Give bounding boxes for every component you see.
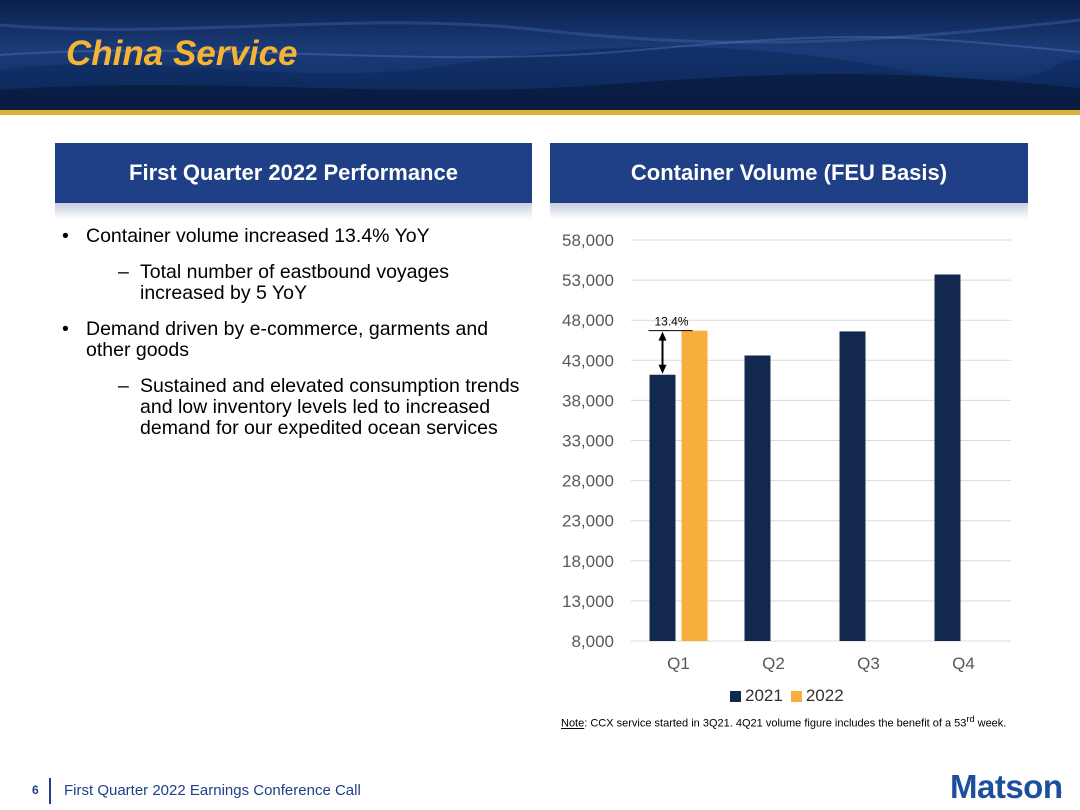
registered-mark: ® bbox=[1057, 791, 1062, 797]
performance-bullets: • Container volume increased 13.4% YoY –… bbox=[62, 226, 532, 454]
y-tick-label: 28,000 bbox=[562, 472, 614, 491]
bar-2021-Q4 bbox=[934, 274, 961, 641]
y-tick-label: 58,000 bbox=[562, 231, 614, 250]
sub-bullet-text: Sustained and elevated consumption trend… bbox=[140, 375, 520, 439]
bullet-item: • Demand driven by e-commerce, garments … bbox=[62, 319, 532, 361]
y-tick-label: 33,000 bbox=[562, 432, 614, 451]
sub-bullet-item: – Sustained and elevated consumption tre… bbox=[62, 376, 532, 439]
arrow-down-icon bbox=[658, 364, 667, 374]
left-panel-shadow bbox=[55, 203, 532, 219]
y-tick-label: 23,000 bbox=[562, 512, 614, 531]
sub-bullet-item: – Total number of eastbound voyages incr… bbox=[62, 262, 532, 304]
chart-legend: 2021 2022 bbox=[730, 686, 852, 706]
chart-footnote: Note: CCX service started in 3Q21. 4Q21 … bbox=[561, 714, 1006, 730]
bar-2022-Q1 bbox=[681, 330, 708, 641]
legend-swatch-2022 bbox=[790, 690, 802, 702]
note-label: Note bbox=[561, 717, 585, 730]
y-tick-label: 18,000 bbox=[562, 552, 614, 571]
y-tick-label: 38,000 bbox=[562, 391, 614, 410]
legend-label-2022: 2022 bbox=[805, 686, 844, 705]
y-tick-label: 53,000 bbox=[562, 271, 614, 290]
note-text: : CCX service started in 3Q21. 4Q21 volu… bbox=[584, 717, 967, 730]
left-panel-header: First Quarter 2022 Performance bbox=[55, 143, 532, 203]
ocean-wave-background bbox=[0, 18, 1080, 110]
note-end: week. bbox=[974, 717, 1007, 730]
footer-divider bbox=[49, 778, 51, 804]
container-volume-chart: 8,000 13,000 18,000 23,000 28,000 33,000 38,00… bbox=[562, 231, 1011, 673]
bullet-item: • Container volume increased 13.4% YoY bbox=[62, 226, 532, 247]
y-tick-label: 13,000 bbox=[562, 592, 614, 611]
y-tick-label: 43,000 bbox=[562, 351, 614, 370]
x-tick-label: Q1 bbox=[667, 654, 690, 673]
page-number: 6 bbox=[32, 783, 39, 797]
banner-gold-stripe bbox=[0, 110, 1080, 115]
right-panel-header: Container Volume (FEU Basis) bbox=[550, 143, 1028, 203]
legend-item-2021: 2021 bbox=[730, 686, 783, 706]
bar-2021-Q3 bbox=[839, 331, 866, 641]
bullet-text: Demand driven by e-commerce, garments an… bbox=[86, 318, 489, 361]
sub-bullet-text: Total number of eastbound voyages increa… bbox=[140, 261, 449, 304]
y-tick-label: 8,000 bbox=[571, 632, 614, 651]
x-tick-label: Q2 bbox=[762, 654, 785, 673]
legend-swatch-2021 bbox=[730, 690, 741, 702]
legend-label-2021: 2021 bbox=[745, 686, 783, 705]
legend-item-2022: 2022 bbox=[790, 686, 844, 706]
x-tick-label: Q4 bbox=[952, 654, 975, 673]
bullet-dot-icon: • bbox=[62, 318, 69, 340]
matson-logo: Matson bbox=[950, 768, 1063, 805]
bullet-text: Container volume increased 13.4% YoY bbox=[86, 225, 430, 247]
arrow-up-icon bbox=[658, 331, 667, 341]
footer-title: First Quarter 2022 Earnings Conference C… bbox=[64, 782, 361, 799]
slide-title: China Service bbox=[66, 34, 298, 73]
dash-icon: – bbox=[118, 261, 129, 283]
right-panel-shadow bbox=[550, 203, 1028, 219]
bar-2021-Q1 bbox=[649, 374, 676, 641]
note-superscript: rd bbox=[966, 714, 975, 724]
bar-2021-Q2 bbox=[744, 355, 771, 641]
annotation-label: 13.4% bbox=[655, 315, 689, 329]
x-tick-label: Q3 bbox=[857, 654, 880, 673]
bullet-dot-icon: • bbox=[62, 225, 69, 247]
dash-icon: – bbox=[118, 375, 129, 397]
title-banner: China Service bbox=[0, 0, 1080, 110]
y-tick-label: 48,000 bbox=[562, 311, 614, 330]
